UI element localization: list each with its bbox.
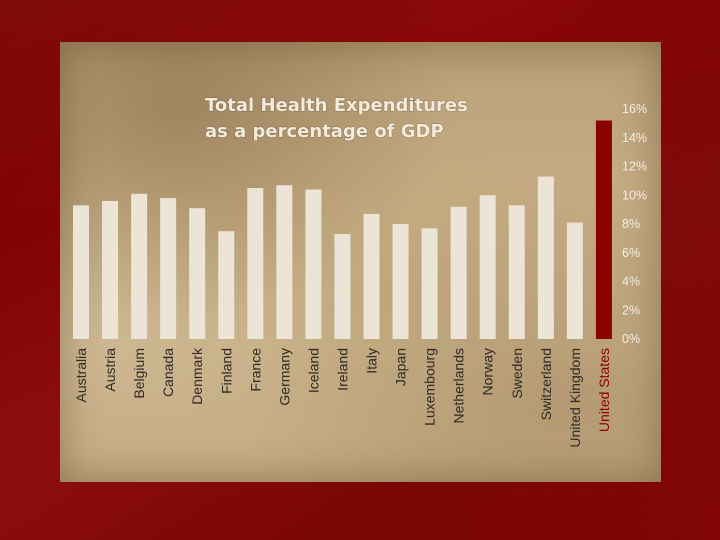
bar-canada [160, 198, 177, 339]
bar-ireland [334, 234, 351, 339]
x-tick-label: Switzerland [538, 348, 554, 420]
bar-denmark [189, 208, 206, 339]
y-tick-label: 10% [622, 188, 647, 202]
x-tick-label: Australia [73, 348, 89, 403]
chart-title-line-2: as a percentage of GDP [205, 121, 444, 142]
x-tick-label: Norway [480, 348, 496, 395]
y-axis: 0% 2% 4% 6% 8% 10% 12% 14% 16% [622, 102, 647, 346]
bar-austria [102, 201, 119, 339]
bar-united-states [595, 120, 612, 339]
bar-belgium [131, 193, 148, 339]
y-tick-label: 16% [622, 102, 647, 116]
bar-finland [218, 231, 235, 339]
bar-netherlands [450, 206, 467, 339]
bar-switzerland [537, 176, 554, 339]
x-tick-label: Finland [218, 348, 234, 394]
bar-chart: Total Health Expenditures as a percentage… [73, 95, 647, 448]
x-tick-label: Canada [160, 348, 176, 397]
bars [73, 120, 612, 339]
bar-luxembourg [421, 228, 438, 339]
bar-france [247, 188, 264, 339]
x-tick-label: Austria [102, 348, 118, 392]
bar-germany [276, 185, 293, 339]
bar-iceland [305, 189, 322, 339]
y-tick-label: 6% [622, 246, 640, 260]
x-axis: Australia Austria Belgium Canada Denmark Finl… [73, 347, 612, 448]
bar-australia [73, 205, 89, 339]
x-tick-label: Belgium [131, 348, 147, 399]
chart-title: Total Health Expenditures as a percentage… [205, 95, 469, 143]
x-tick-label: Japan [393, 348, 409, 386]
x-tick-label: Iceland [305, 348, 321, 393]
y-tick-label: 8% [622, 217, 640, 231]
x-tick-label: Sweden [509, 348, 525, 399]
y-tick-label: 2% [622, 303, 640, 317]
bar-norway [479, 195, 496, 339]
x-tick-label: United Kingdom [567, 348, 583, 448]
x-tick-label: Netherlands [451, 348, 467, 424]
y-tick-label: 4% [622, 275, 640, 289]
y-tick-label: 14% [622, 131, 647, 145]
x-tick-label: Germany [276, 348, 292, 406]
x-tick-label: United States [596, 348, 612, 432]
chart-panel: Total Health Expenditures as a percentage… [60, 42, 661, 482]
bar-united-kingdom [566, 222, 583, 339]
bar-italy [363, 213, 380, 339]
x-tick-label: France [247, 348, 263, 392]
y-tick-label: 12% [622, 160, 647, 174]
x-tick-label: Denmark [189, 347, 205, 405]
bar-sweden [508, 205, 525, 339]
chart-title-line-1: Total Health Expenditures [205, 95, 468, 116]
y-tick-label: 0% [622, 332, 640, 346]
x-tick-label: Ireland [334, 348, 350, 391]
x-tick-label: Italy [364, 348, 380, 374]
x-tick-label: Luxembourg [422, 348, 438, 426]
bar-japan [392, 224, 409, 339]
